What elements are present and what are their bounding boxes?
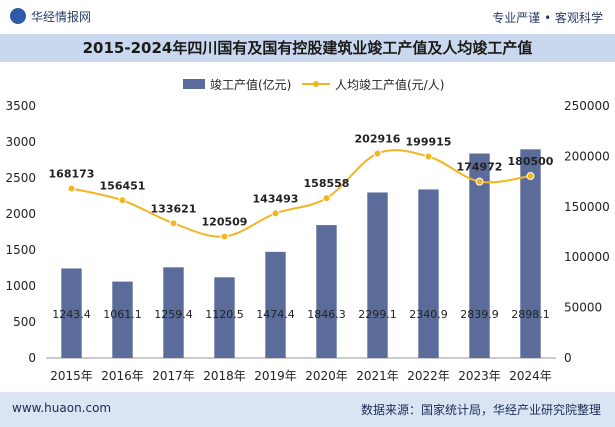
y-right-tick-label: 200000 [564,149,610,163]
bar [520,149,541,358]
bar [367,192,388,358]
brand-logo-icon [10,8,26,24]
x-tick-label: 2016年 [101,369,144,383]
chart-plot: 竣工产值(亿元) 人均竣工产值(元/人) 0 500 1000 1500 2000 2500 3… [5,77,610,383]
tagline: 专业严谨 • 客观科学 [492,11,603,25]
line-data-label: 174972 [457,161,503,174]
bar [112,281,133,358]
bar [469,153,490,358]
line-point [67,184,76,193]
line-point [118,196,127,205]
bar-data-label: 1474.4 [256,308,295,321]
y-left-tick-label: 3000 [5,135,36,149]
footer-source: 数据来源：国家统计局，华经产业研究院整理 [360,403,601,417]
brand-name: 华经情报网 [31,10,92,24]
bar [214,277,235,358]
bar [418,189,439,358]
y-left-tick-label: 1500 [5,243,36,257]
line-point [373,149,382,158]
y-left-tick-label: 0 [28,351,36,365]
line-point [271,209,280,218]
y-right-tick-label: 0 [564,351,572,365]
x-tick-label: 2019年 [254,369,297,383]
bar-data-label: 2898.1 [511,308,550,321]
footer: www.huaon.com 数据来源：国家统计局，华经产业研究院整理 [0,392,615,427]
bar-data-label: 2839.9 [460,308,499,321]
x-tick-label: 2018年 [203,369,246,383]
legend-line-label: 人均竣工产值(元/人) [335,77,444,92]
x-tick-label: 2022年 [407,369,450,383]
bar [61,268,82,358]
x-tick-label: 2017年 [152,369,195,383]
chart-title: 2015-2024年四川国有及国有控股建筑业竣工产值及人均竣工产值 [82,39,533,57]
legend-bar-swatch [183,79,205,89]
footer-url: www.huaon.com [12,401,112,415]
brand: 华经情报网 [10,8,91,25]
line-point [220,232,229,241]
x-tick-label: 2023年 [458,369,501,383]
line-data-label: 168173 [49,167,95,180]
y-right-tick-label: 100000 [564,250,610,264]
line-data-label: 158558 [304,177,350,190]
bar [265,251,286,358]
line-data-label: 156451 [100,179,146,192]
bar [163,267,184,358]
line-data-label: 143493 [253,192,299,205]
line-point [169,219,178,228]
title-band: 2015-2024年四川国有及国有控股建筑业竣工产值及人均竣工产值 [0,34,615,62]
y-left-tick-label: 500 [13,315,36,329]
x-tick-label: 2020年 [305,369,348,383]
top-bar: 华经情报网 专业严谨 • 客观科学 [0,0,615,34]
bar-data-label: 2299.1 [358,308,397,321]
y-right-tick-label: 150000 [564,200,610,214]
line-data-label: 120509 [202,216,248,229]
x-tick-label: 2015年 [50,369,93,383]
y-left-tick-label: 3500 [5,99,36,113]
legend-line-marker [313,81,319,87]
legend-bar-label: 竣工产值(亿元) [210,77,291,92]
bar-data-label: 2340.9 [409,308,448,321]
line-point [475,177,484,186]
y-right-tick-label: 50000 [564,301,602,315]
x-tick-label: 2021年 [356,369,399,383]
bar-data-label: 1120.5 [205,308,244,321]
bar-data-label: 1259.4 [154,308,193,321]
line-point [526,172,535,181]
bar-data-label: 1061.1 [103,308,142,321]
bar-data-label: 1846.3 [307,308,346,321]
y-left-tick-label: 1000 [5,279,36,293]
line-point [424,152,433,161]
bar-data-label: 1243.4 [52,308,91,321]
line-point [322,194,331,203]
y-left-tick-label: 2000 [5,207,36,221]
line-data-label: 202916 [355,132,401,145]
series-line [71,149,531,238]
line-data-label: 133621 [151,202,197,215]
y-right-tick-label: 250000 [564,99,610,113]
bar [316,225,337,358]
x-tick-label: 2024年 [509,369,552,383]
y-left-tick-label: 2500 [5,171,36,185]
line-data-label: 180500 [508,155,554,168]
line-data-label: 199915 [406,135,452,148]
